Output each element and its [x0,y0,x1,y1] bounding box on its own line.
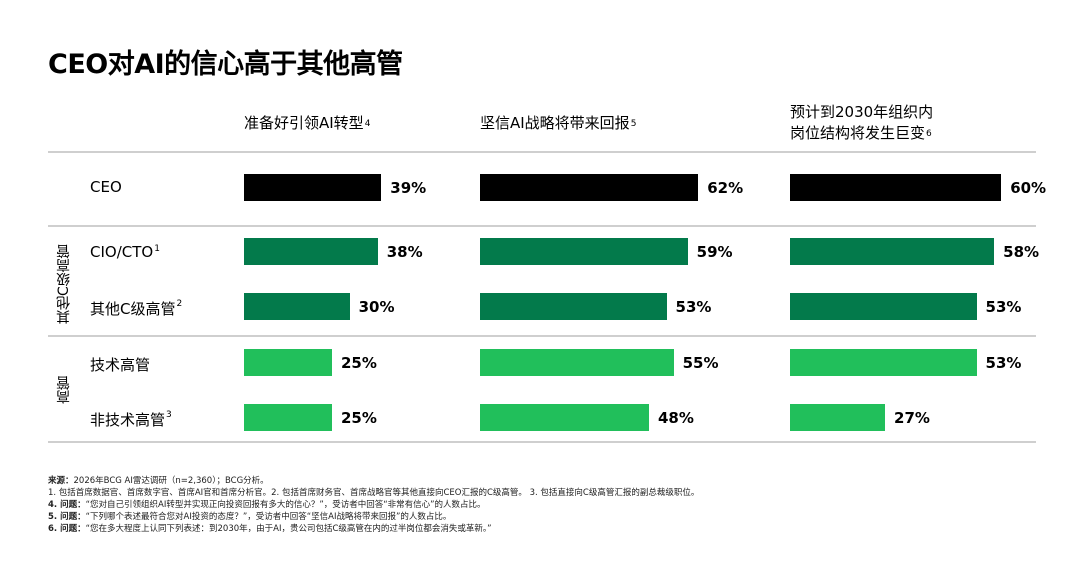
row-label-text: CIO/CTO [90,243,154,261]
footnote-label: 6. 问题： [48,524,86,534]
bar-col2-row5 [480,404,649,431]
bar-col2-row1 [480,174,699,201]
footnote-marker: 1 [154,244,160,254]
footnote-definitions: 1. 包括首席数据官、首席数字官、首席AI官和首席分析官。2. 包括首席财务官、… [48,487,699,499]
row-label-text: 技术高管 [90,356,151,374]
value-label-col1-row4: 25% [341,354,377,372]
column-header-label: 坚信AI战略将带来回报 [480,114,630,132]
footnote-label: 4. 问题： [48,500,86,510]
value-label-col2-row4: 55% [682,354,719,372]
bar-col3-row1 [790,174,1002,201]
footnote-marker: 4 [364,119,371,129]
footnote-question-4: 4. 问题：“您对自己引领组织AI转型并实现正向投资回报有多大的信心？”，受访者… [48,499,486,511]
value-label-col1-row5: 25% [341,409,377,427]
value-label-col2-row2: 59% [696,243,733,261]
row-label-nontech-exec: 非技术高管3 [90,409,172,430]
footnote-text: “下列哪个表述最符合您对AI投资的态度？”，受访者中回答“坚信AI战略将带来回报… [85,512,452,522]
footnote-text: 2026年BCG AI雷达调研（n=2,360）；BCG分析。 [73,476,269,486]
footnote-marker: 6 [926,129,932,139]
bar-col1-row4 [244,349,332,376]
footnote-text: “您对自己引领组织AI转型并实现正向投资回报有多大的信心？”，受访者中回答“非常… [85,500,486,510]
column-header-ready: 准备好引领AI转型4 [244,113,370,134]
row-label-ceo: CEO [90,178,122,196]
footnote-label: 来源： [48,476,74,486]
divider-c-level [48,225,1036,227]
footnote-marker: 3 [166,410,172,420]
divider-top [48,151,1036,153]
bar-col1-row5 [244,404,332,431]
bar-col1-row1 [244,174,382,201]
value-label-col3-row3: 53% [985,298,1022,316]
row-label-cio-cto: CIO/CTO1 [90,243,160,261]
bar-col3-row2 [790,238,995,265]
column-header-returns: 坚信AI战略将带来回报5 [480,113,636,134]
footnote-label: 5. 问题： [48,512,86,522]
bar-col2-row2 [480,238,688,265]
column-header-line: 岗位结构将发生巨变 [790,124,926,142]
row-label-other-c-level: 其他C级高管2 [90,298,182,319]
column-header-line: 预计到2030年组织内 [790,103,934,121]
footnote-text: “您在多大程度上认同下列表述：到2030年，由于AI，贵公司包括C级高管在内的过… [85,524,492,534]
bar-col2-row4 [480,349,674,376]
value-label-col1-row3: 30% [358,298,395,316]
value-label-col3-row1: 60% [1010,179,1047,197]
divider-exec [48,335,1036,337]
bar-col1-row3 [244,293,350,320]
bar-col2-row3 [480,293,667,320]
row-label-tech-exec: 技术高管 [90,354,150,375]
footnote-question-5: 5. 问题：“下列哪个表述最符合您对AI投资的态度？”，受访者中回答“坚信AI战… [48,511,451,523]
column-header-label: 准备好引领AI转型 [244,114,364,132]
row-label-text: 非技术高管 [90,411,166,429]
row-label-text: CEO [90,178,122,196]
value-label-col3-row2: 58% [1003,243,1040,261]
footnote-marker: 2 [176,299,183,309]
bar-col3-row5 [790,404,886,431]
page-title: CEO对AI的信心高于其他高管 [48,49,403,80]
value-label-col2-row5: 48% [657,409,694,427]
row-label-text: 其他C级高管 [90,300,176,318]
bar-col3-row3 [790,293,977,320]
value-label-col2-row1: 62% [707,179,744,197]
value-label-col1-row1: 39% [390,179,427,197]
value-label-col2-row3: 53% [675,298,712,316]
divider-bottom [48,441,1036,443]
footnote-marker: 5 [630,119,637,129]
value-label-col3-row4: 53% [985,354,1022,372]
bar-col1-row2 [244,238,378,265]
footnote-question-6: 6. 问题：“您在多大程度上认同下列表述：到2030年，由于AI，贵公司包括C级… [48,523,492,535]
group-label-c-level: 其他C级高管 [56,244,72,324]
value-label-col3-row5: 27% [894,409,930,427]
footnote-source: 来源：2026年BCG AI雷达调研（n=2,360）；BCG分析。 [48,475,269,487]
group-label-exec: 高管 [56,376,72,404]
value-label-col1-row2: 38% [386,243,423,261]
bar-col3-row4 [790,349,977,376]
column-header-job-change: 预计到2030年组织内 岗位结构将发生巨变6 [790,102,933,144]
footnote-text: 1. 包括首席数据官、首席数字官、首席AI官和首席分析官。2. 包括首席财务官、… [48,488,700,498]
